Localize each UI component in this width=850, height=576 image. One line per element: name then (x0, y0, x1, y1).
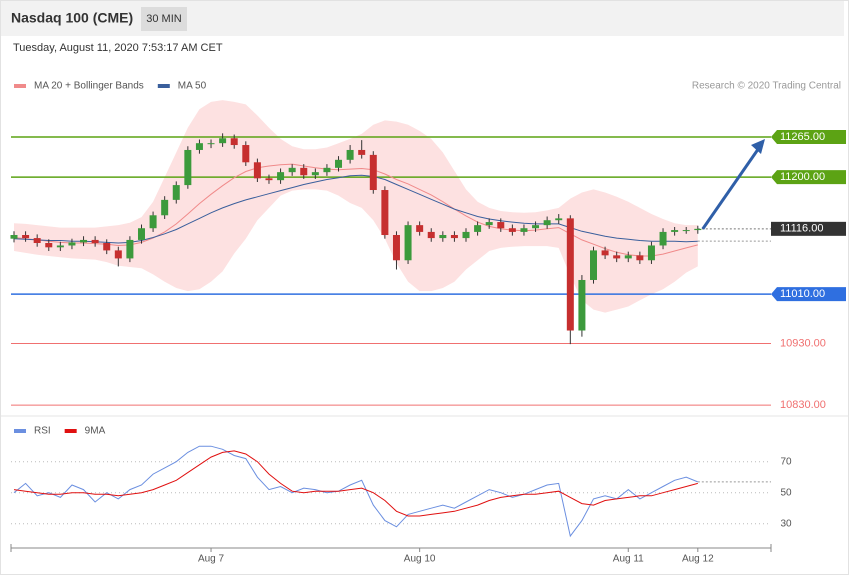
candle-body (427, 231, 435, 239)
candle-body (103, 243, 111, 251)
y-tick-label: 50 (780, 487, 792, 498)
x-tick-label: Aug 12 (682, 554, 714, 565)
candle-body (126, 239, 134, 259)
candle-body (392, 235, 400, 261)
candle-body (311, 172, 319, 176)
legend-swatch (14, 84, 26, 88)
credit: Research © 2020 Trading Central (692, 81, 841, 92)
candle-body (33, 238, 41, 244)
level-box (771, 130, 846, 145)
candle-body (439, 235, 447, 239)
x-tick-label: Aug 10 (404, 554, 436, 565)
level-label: 11200.00 (780, 171, 825, 183)
candle-body (520, 228, 528, 232)
candle-body (137, 228, 145, 240)
chart-title: Nasdaq 100 (CME) (11, 10, 133, 26)
rsi-line (13, 445, 698, 538)
candle-body (56, 245, 64, 248)
current-price-box (771, 221, 846, 236)
target-arrow (701, 144, 763, 230)
candle-body (22, 235, 30, 239)
legend-swatch (64, 429, 77, 433)
candle-body (404, 225, 412, 261)
timestamp: Tuesday, August 11, 2020 7:53:17 AM CET (13, 42, 223, 54)
candle-body (253, 162, 261, 179)
candle-body (346, 149, 354, 160)
candle-body (230, 138, 238, 146)
candle-body (508, 228, 516, 232)
candle-body (91, 239, 99, 244)
candle-body (624, 255, 632, 259)
candle-body (369, 154, 377, 191)
candle-body (219, 138, 227, 144)
level-label: 11265.00 (780, 131, 825, 143)
level-box (771, 287, 846, 302)
current-price-label: 11116.00 (780, 223, 823, 235)
candle-body (149, 215, 157, 229)
timeframe-box[interactable] (141, 7, 187, 31)
legend-label: RSI (34, 426, 51, 437)
y-tick-label: 70 (780, 456, 792, 467)
candle-body (358, 149, 366, 155)
level-label: 11010.00 (780, 288, 825, 300)
candle-body (300, 167, 308, 176)
level-box (771, 170, 846, 185)
candle-body (566, 218, 574, 331)
candle-body (578, 279, 586, 331)
target-arrow-head (751, 139, 765, 155)
candle-body (10, 235, 18, 239)
candle-body (195, 143, 203, 150)
candle-body (497, 222, 505, 229)
candle-body (335, 159, 343, 168)
candle-body (161, 199, 169, 216)
rsi-line (13, 450, 698, 517)
candle-body (323, 167, 331, 173)
candle-body (114, 250, 122, 259)
legend-label: 9MA (85, 426, 106, 437)
x-tick-label: Aug 7 (198, 554, 225, 565)
legend-swatch (157, 84, 170, 88)
candle-body (613, 255, 621, 259)
candle-body (694, 228, 702, 231)
candle-body (682, 230, 690, 232)
level-label: 10830.00 (780, 399, 826, 411)
y-tick-label: 30 (780, 518, 792, 529)
candle-body (450, 235, 458, 239)
legend-label: MA 50 (178, 81, 207, 92)
x-tick-label: Aug 11 (613, 554, 644, 565)
candle-body (288, 167, 296, 173)
candle-body (659, 231, 667, 246)
candle-body (543, 220, 551, 226)
candle-body (555, 218, 563, 221)
candle-body (671, 230, 679, 232)
candle-body (474, 225, 482, 232)
candle-body (172, 185, 180, 200)
candle-body (636, 255, 644, 261)
candle-body (416, 225, 424, 232)
candle-body (601, 250, 609, 256)
candle-body (207, 143, 215, 145)
candle-body (265, 178, 273, 181)
candle-body (647, 245, 655, 261)
candle-body (184, 149, 192, 186)
candle-body (242, 145, 250, 163)
level-label: 10930.00 (780, 337, 826, 349)
candle-body (45, 243, 53, 248)
legend-swatch (14, 429, 26, 433)
candle-body (381, 190, 389, 235)
candle-body (80, 239, 88, 243)
candle-body (590, 250, 597, 280)
candle-body (532, 225, 540, 229)
candle-body (68, 242, 76, 246)
candle-body (277, 172, 285, 181)
legend-label: MA 20 + Bollinger Bands (34, 81, 144, 92)
candle-body (485, 222, 493, 226)
candle-body (462, 231, 470, 239)
timeframe[interactable]: 30 MIN (146, 13, 182, 25)
